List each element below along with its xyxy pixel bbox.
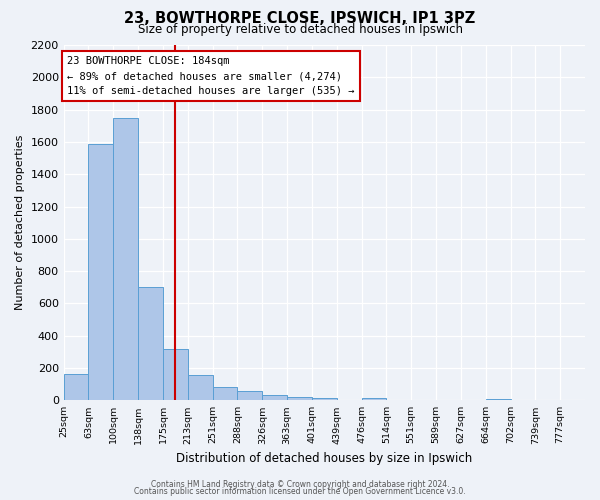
Bar (138, 288, 163, 401)
Bar (287, 397, 312, 400)
Text: 23, BOWTHORPE CLOSE, IPSWICH, IP1 3PZ: 23, BOWTHORPE CLOSE, IPSWICH, IP1 3PZ (124, 11, 476, 26)
Bar (188, 376, 212, 400)
Y-axis label: Number of detached properties: Number of detached properties (15, 135, 25, 310)
Bar (362, 398, 386, 400)
Bar (113, 118, 138, 401)
Text: Contains public sector information licensed under the Open Government Licence v3: Contains public sector information licen… (134, 487, 466, 496)
Bar (88, 144, 113, 400)
Bar (64, 374, 88, 400)
Text: Contains HM Land Registry data © Crown copyright and database right 2024.: Contains HM Land Registry data © Crown c… (151, 480, 449, 489)
Bar (163, 348, 188, 401)
Bar (238, 392, 262, 400)
X-axis label: Distribution of detached houses by size in Ipswich: Distribution of detached houses by size … (176, 452, 472, 465)
Bar (312, 398, 337, 400)
Text: 23 BOWTHORPE CLOSE: 184sqm
← 89% of detached houses are smaller (4,274)
11% of s: 23 BOWTHORPE CLOSE: 184sqm ← 89% of deta… (67, 56, 355, 96)
Bar (262, 396, 287, 400)
Bar (485, 398, 511, 400)
Bar (212, 386, 238, 400)
Text: Size of property relative to detached houses in Ipswich: Size of property relative to detached ho… (137, 22, 463, 36)
